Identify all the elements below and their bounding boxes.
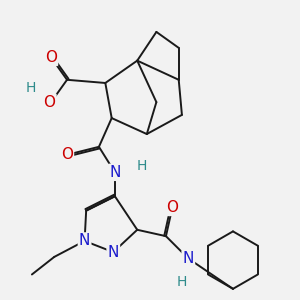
Text: O: O [61,147,73,162]
Text: N: N [79,233,90,248]
Text: N: N [183,251,194,266]
Text: H: H [25,81,35,95]
Text: O: O [166,200,178,215]
Text: N: N [108,244,119,260]
Text: O: O [44,94,56,110]
Text: O: O [45,50,57,65]
Text: H: H [177,275,187,290]
Text: H: H [137,159,147,173]
Text: N: N [109,165,121,180]
